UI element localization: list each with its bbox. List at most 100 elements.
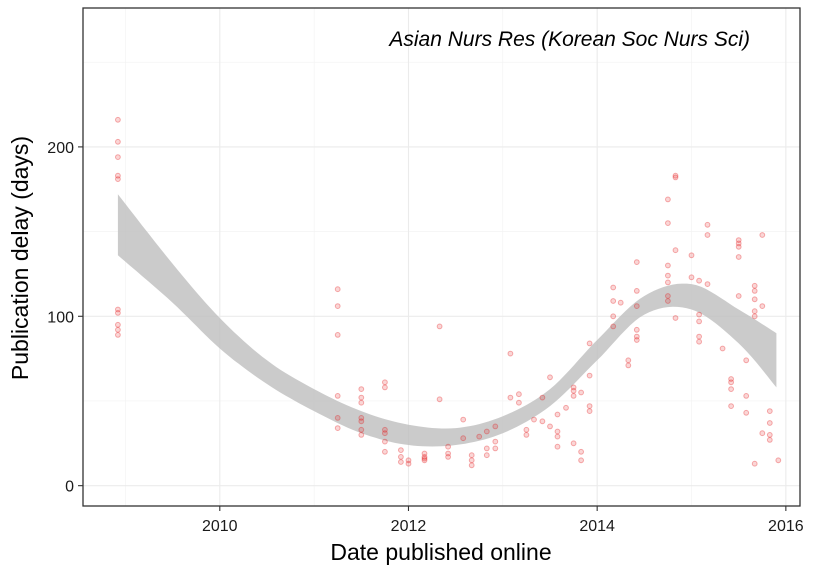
data-point xyxy=(523,426,530,433)
data-point xyxy=(445,450,452,457)
data-point xyxy=(617,299,624,306)
data-point xyxy=(115,172,121,179)
data-point xyxy=(554,433,561,440)
data-point xyxy=(743,357,750,364)
data-points xyxy=(115,116,782,469)
data-point xyxy=(625,357,632,364)
data-point xyxy=(334,393,341,399)
data-point xyxy=(115,332,121,338)
axis-ticks: 2010 2012 2014 2016 0 100 200 xyxy=(47,140,803,535)
data-point xyxy=(492,438,499,445)
y-tick-label: 200 xyxy=(47,140,74,157)
data-point xyxy=(563,404,569,411)
data-point xyxy=(570,440,577,447)
data-point xyxy=(735,237,742,244)
data-point xyxy=(672,247,679,254)
data-point xyxy=(766,432,773,438)
data-point xyxy=(696,318,702,325)
data-point xyxy=(523,432,530,438)
data-point xyxy=(728,376,734,382)
data-point xyxy=(728,386,734,393)
data-point xyxy=(382,379,388,386)
data-point xyxy=(358,432,365,438)
data-point xyxy=(516,399,522,406)
data-point xyxy=(405,457,412,464)
panel-title: Asian Nurs Res (Korean Soc Nurs Sci) xyxy=(387,28,750,51)
data-point xyxy=(398,447,404,454)
data-point xyxy=(719,345,726,352)
data-point xyxy=(382,426,388,433)
data-point xyxy=(633,337,640,343)
data-point xyxy=(436,396,443,403)
data-point xyxy=(539,418,546,425)
data-point xyxy=(759,430,766,437)
data-point xyxy=(547,374,553,381)
data-point xyxy=(554,428,561,435)
data-point xyxy=(759,232,766,238)
data-point xyxy=(751,282,758,289)
data-point xyxy=(696,277,702,284)
data-point xyxy=(696,311,702,318)
data-point xyxy=(460,435,467,442)
data-point xyxy=(735,293,742,299)
data-point xyxy=(115,154,121,161)
data-point xyxy=(751,313,758,320)
data-point xyxy=(115,326,121,333)
data-point xyxy=(728,403,734,410)
data-point xyxy=(578,389,584,396)
x-tick-label: 2010 xyxy=(202,518,238,535)
data-point xyxy=(610,284,617,291)
data-point xyxy=(334,303,341,310)
data-point xyxy=(775,457,782,464)
data-point xyxy=(539,394,546,401)
data-point xyxy=(334,415,341,421)
data-point xyxy=(460,416,467,423)
data-point xyxy=(665,220,671,227)
data-point xyxy=(115,116,121,123)
data-point xyxy=(334,332,341,338)
data-point xyxy=(751,296,758,303)
data-point xyxy=(586,408,593,415)
data-point xyxy=(735,240,742,247)
data-point xyxy=(570,384,577,391)
data-point xyxy=(358,426,365,433)
data-point xyxy=(358,394,365,401)
data-point xyxy=(398,454,404,460)
data-point xyxy=(115,321,121,328)
data-point xyxy=(382,448,388,455)
x-tick-label: 2014 xyxy=(579,518,615,535)
data-point xyxy=(665,262,671,269)
data-point xyxy=(358,399,365,406)
data-point xyxy=(115,310,121,316)
x-tick-label: 2016 xyxy=(768,518,804,535)
data-point xyxy=(334,286,341,293)
data-point xyxy=(766,437,773,443)
y-tick-label: 100 xyxy=(47,309,74,326)
data-point xyxy=(507,350,514,357)
data-point xyxy=(421,457,428,464)
data-point xyxy=(665,298,671,304)
data-point xyxy=(405,460,412,467)
data-point xyxy=(633,288,640,294)
data-point xyxy=(382,430,388,437)
data-point xyxy=(633,333,640,340)
data-point xyxy=(445,443,452,450)
data-point xyxy=(735,243,742,250)
data-point xyxy=(766,408,773,415)
plot-panel xyxy=(83,8,800,506)
data-point xyxy=(751,288,758,294)
plot-panel-border xyxy=(82,7,801,507)
data-point xyxy=(468,462,475,469)
data-point xyxy=(382,384,388,391)
data-point xyxy=(468,452,475,459)
data-point xyxy=(358,418,365,425)
data-point xyxy=(476,433,483,440)
confidence-band xyxy=(117,194,777,447)
data-point xyxy=(735,254,742,260)
data-point xyxy=(436,323,443,330)
data-point xyxy=(665,196,671,203)
data-point xyxy=(665,293,671,299)
data-point xyxy=(672,174,679,181)
data-point xyxy=(578,448,584,455)
